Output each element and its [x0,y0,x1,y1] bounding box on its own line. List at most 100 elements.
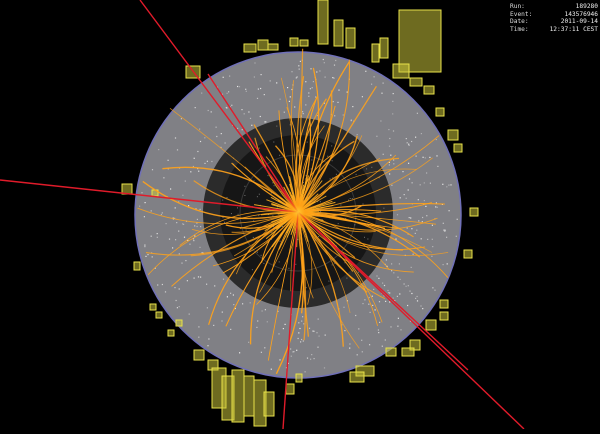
detector-hit [259,194,260,195]
detector-hit [420,184,421,185]
detector-hit [406,198,407,199]
detector-hit [175,207,176,208]
detector-hit [366,168,367,169]
detector-hit [151,210,152,211]
detector-hit [372,296,373,297]
detector-hit [261,74,262,75]
detector-hit [393,160,394,161]
detector-hit [198,337,199,338]
detector-hit [323,59,324,60]
calorimeter-tower [244,376,254,416]
detector-hit [443,264,444,265]
calorimeter-tower [350,372,364,382]
calorimeter-tower [150,304,156,310]
detector-hit [239,86,240,87]
calorimeter-tower [448,130,458,140]
detector-hit [175,239,176,240]
detector-hit [190,171,191,172]
detector-hit [373,289,374,290]
detector-hit [358,328,359,329]
detector-hit [298,338,299,339]
detector-hit [357,134,358,135]
detector-hit [457,219,458,220]
detector-hit [348,200,349,201]
calorimeter-tower [290,38,298,46]
detector-hit [444,229,445,230]
detector-hit [189,314,190,315]
detector-hit [244,113,245,114]
detector-hit [447,263,448,264]
detector-hit [312,87,313,88]
detector-hit [343,114,344,115]
detector-hit [206,284,207,285]
detector-hit [169,239,170,240]
detector-hit [324,367,325,368]
detector-hit [420,305,421,306]
detector-hit [242,129,243,130]
detector-hit [198,171,199,172]
detector-hit [364,237,365,238]
detector-hit [263,263,264,264]
detector-hit [402,171,403,172]
detector-hit [357,354,358,355]
calorimeter-tower [372,44,379,62]
calorimeter-tower [436,108,444,116]
detector-hit [383,208,384,209]
detector-hit [324,62,325,63]
detector-hit [429,157,430,158]
detector-hit [407,142,408,143]
detector-hit [362,351,363,352]
detector-hit [320,201,321,202]
detector-hit [378,332,379,333]
detector-hit [230,293,231,294]
detector-hit [400,279,401,280]
detector-hit [254,180,255,181]
detector-hit [290,96,291,97]
detector-hit [415,233,416,234]
detector-hit [194,158,195,159]
detector-hit [297,76,298,77]
detector-hit [228,91,229,92]
detector-hit [299,69,300,70]
detector-hit [422,217,423,218]
detector-hit [226,107,227,108]
detector-hit [208,110,209,111]
detector-hit [211,111,212,112]
detector-hit [264,121,265,122]
detector-hit [307,358,308,359]
detector-hit [290,348,291,349]
detector-hit [303,340,304,341]
detector-hit [437,207,438,208]
calorimeter-tower [393,64,409,78]
detector-hit [358,272,359,273]
detector-hit [307,142,308,143]
detector-hit [252,269,253,270]
detector-hit [404,194,405,195]
detector-hit [423,157,424,158]
event-info-label: Event: [510,11,532,19]
detector-hit [432,246,433,247]
detector-hit [254,62,255,63]
detector-hit [319,336,320,337]
detector-hit [250,302,251,303]
calorimeter-tower [264,392,274,416]
detector-hit [350,198,351,199]
detector-hit [331,145,332,146]
detector-hit [182,223,183,224]
detector-hit [291,356,292,357]
detector-hit [223,217,224,218]
detector-hit [280,99,281,100]
detector-hit [188,205,189,206]
detector-hit [157,237,158,238]
detector-hit [355,315,356,316]
detector-hit [362,96,363,97]
detector-hit [308,96,309,97]
detector-hit [415,137,416,138]
detector-hit [259,148,260,149]
detector-hit [434,290,435,291]
detector-hit [284,112,285,113]
detector-hit [198,326,199,327]
detector-hit [364,299,365,300]
detector-hit [144,246,145,247]
